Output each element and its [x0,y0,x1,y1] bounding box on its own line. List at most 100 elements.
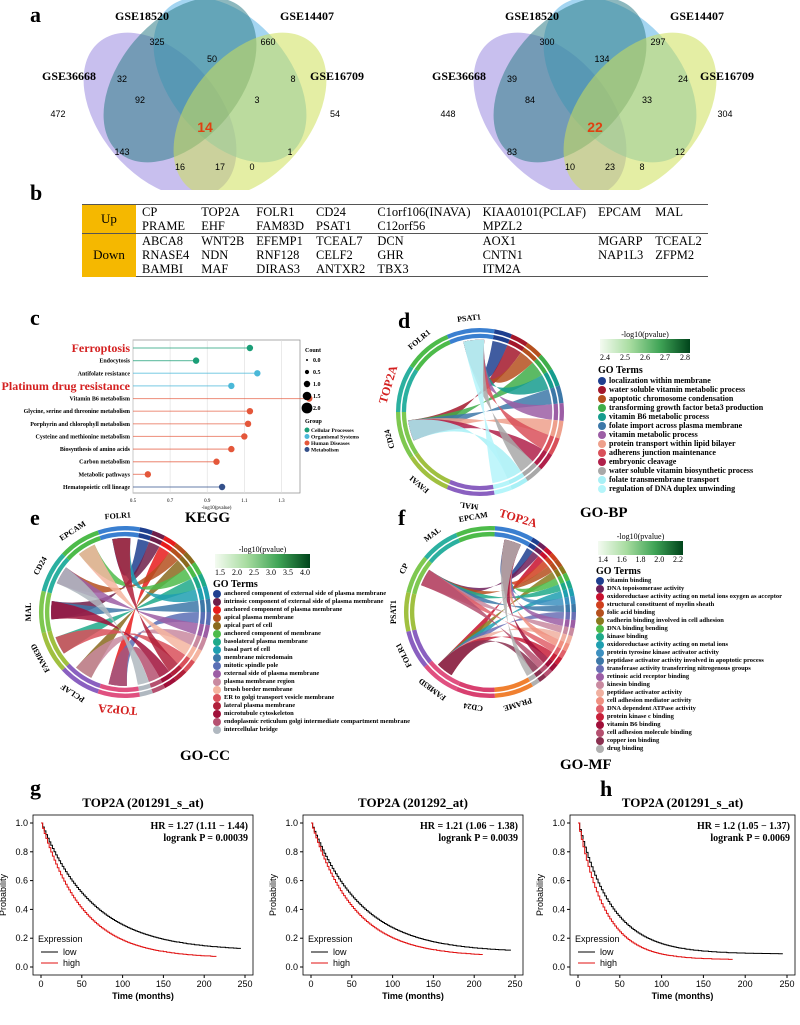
chord-d-title: GO-BP [580,505,628,521]
legend-item: oxidoreductase activity acting on metal … [596,641,782,649]
legend-item: apoptotic chromosome condensation [598,394,763,403]
legend-swatch [213,598,221,606]
legend-item: cell adhesion mediator activity [596,697,782,705]
legend-swatch [596,681,604,689]
y-tick-label: 0.2 [285,933,298,943]
x-tick-label: 100 [385,979,400,989]
venn-count-ac_b: 92 [135,95,145,105]
lollipop-point [213,458,220,465]
legend-item: anchored component of membrane [213,630,410,638]
legend-title: GO Terms [213,579,258,590]
venn-count-a: 325 [149,37,164,47]
x-axis-label: -log10(pvalue) [202,506,232,510]
count-legend-value: 2.0 [313,406,321,412]
colorbar-tick: 3.0 [266,568,276,577]
legend-label: adherens junction maintenance [609,448,716,457]
colorbar-tick: 2.2 [673,555,683,564]
legend-label: apoptotic chromosome condensation [609,394,734,403]
x-tick-label: 250 [237,979,252,989]
legend-swatch [213,718,221,726]
category-label: Carbon metabolism [79,460,130,466]
y-tick-label: 0.4 [552,904,565,914]
logrank-p: logrank P = 0.0069 [710,833,790,844]
venn-set-label: GSE18520 [505,9,559,23]
legend-item: folate transmembrane transport [598,475,763,484]
colorbar-d: -log10(pvalue) 2.4 2.5 2.6 2.7 2.8 [600,330,690,362]
legend-swatch [213,622,221,630]
y-tick-label: 0.0 [552,962,565,972]
legend-item: lateral plasma membrane [213,702,410,710]
legend-item: copper ion binding [596,737,782,745]
panel-label-g: g [30,775,41,800]
panel-label-c: c [30,305,40,330]
legend-label: DNA binding bending [607,625,668,632]
gene-cell: CNTN1 [482,248,523,262]
legend-swatch [596,713,604,721]
venn-ellipse-GSE16709 [173,32,327,190]
x-tick-label: 200 [467,979,482,989]
legend-label: copper ion binding [607,737,660,744]
y-axis-label: Probability [268,873,278,916]
legend-item: cadherin binding involved in cell adhesi… [596,617,782,625]
legend-label: water soluble vitamin metabolic process [609,385,746,394]
legend-label: cadherin binding involved in cell adhesi… [607,617,724,624]
venn-count-ab: 134 [594,54,609,64]
legend-item: oxidoreductase activity acting on metal … [596,593,782,601]
y-tick-label: 0.6 [15,876,28,886]
legend-item: protein transport within lipid bilayer [598,439,763,448]
gene-cell: ITM2A [476,262,593,277]
legend-label: embryonic cleavage [609,457,677,466]
x-tick-label: 0 [575,979,580,989]
venn-count-ad: 10 [565,162,575,172]
km-frame [302,814,524,976]
x-tick-label: 1.1 [241,499,248,504]
legend-swatch [598,475,606,484]
km-title: TOP2A (201291_s_at) [622,795,743,810]
x-tick-label: 0 [308,979,313,989]
gene-cell [649,262,708,277]
legend-item: transferase activity transferring nitrog… [596,665,782,673]
legend-label: vitamin metabolic process [609,430,698,439]
colorbar-tick: 1.8 [635,555,646,564]
legend-label: basolateral plasma membrane [224,638,308,645]
gene-cell: TOP2A [195,204,251,219]
x-axis-label: Time (months) [382,991,444,1001]
venn-1: GSE18520 GSE14407 GSE36668 GSE16709 325 660 47… [42,0,364,190]
count-legend-title: Count [305,348,321,354]
group-legend-dot [304,427,310,433]
legend-label: endoplasmic reticulum golgi intermediate… [224,718,410,725]
y-axis-label: Probability [535,873,545,916]
legend-swatch [596,649,604,657]
venn-count-acd: 83 [507,147,517,157]
gene-cell [592,262,650,277]
legend-item: regulation of DNA duplex unwinding [598,484,763,493]
y-tick-label: 1.0 [15,818,28,828]
legend-label: anchored component of plasma membrane [224,606,343,613]
legend-title: Expression [308,934,353,944]
gene-row: BAMBI MAF DIRAS3 ANTXR2 TBX3 ITM2A [82,262,708,277]
x-axis-label: Time (months) [112,991,174,1001]
category-label: Endocytosis [99,359,130,365]
gene-cell: BAMBI [136,262,196,277]
colorbar-title: -log10(pvalue) [621,330,669,339]
venn-count-all: 14 [197,119,213,135]
colorbar-tick: 2.0 [232,568,242,577]
count-legend-value: 1.5 [313,394,321,400]
legend-item: vitamin B6 binding [596,721,782,729]
legend-label-low: low [600,947,614,957]
legend-label: water soluble vitamin biosynthetic proce… [609,466,754,475]
category-label: Porphyrin and chlorophyll metabolism [30,422,130,428]
venn-count-c: 472 [50,109,65,119]
count-legend-dot [302,391,312,401]
legend-label: protein tyrosine kinase activator activi… [607,649,719,656]
legend-label-low: low [333,947,347,957]
x-tick-label: 0 [38,979,43,989]
legend-title: Expression [38,934,83,944]
category-label: Glycine, serine and threonine metabolism [24,409,130,415]
go-terms-legend-f: GO Terms vitamin binding DNA topoisomerase… [596,567,782,753]
x-tick-label: 50 [615,979,625,989]
legend-label: apical plasma membrane [224,614,294,621]
legend-swatch [596,577,604,585]
gene-cell: ANTXR2 [310,262,372,277]
